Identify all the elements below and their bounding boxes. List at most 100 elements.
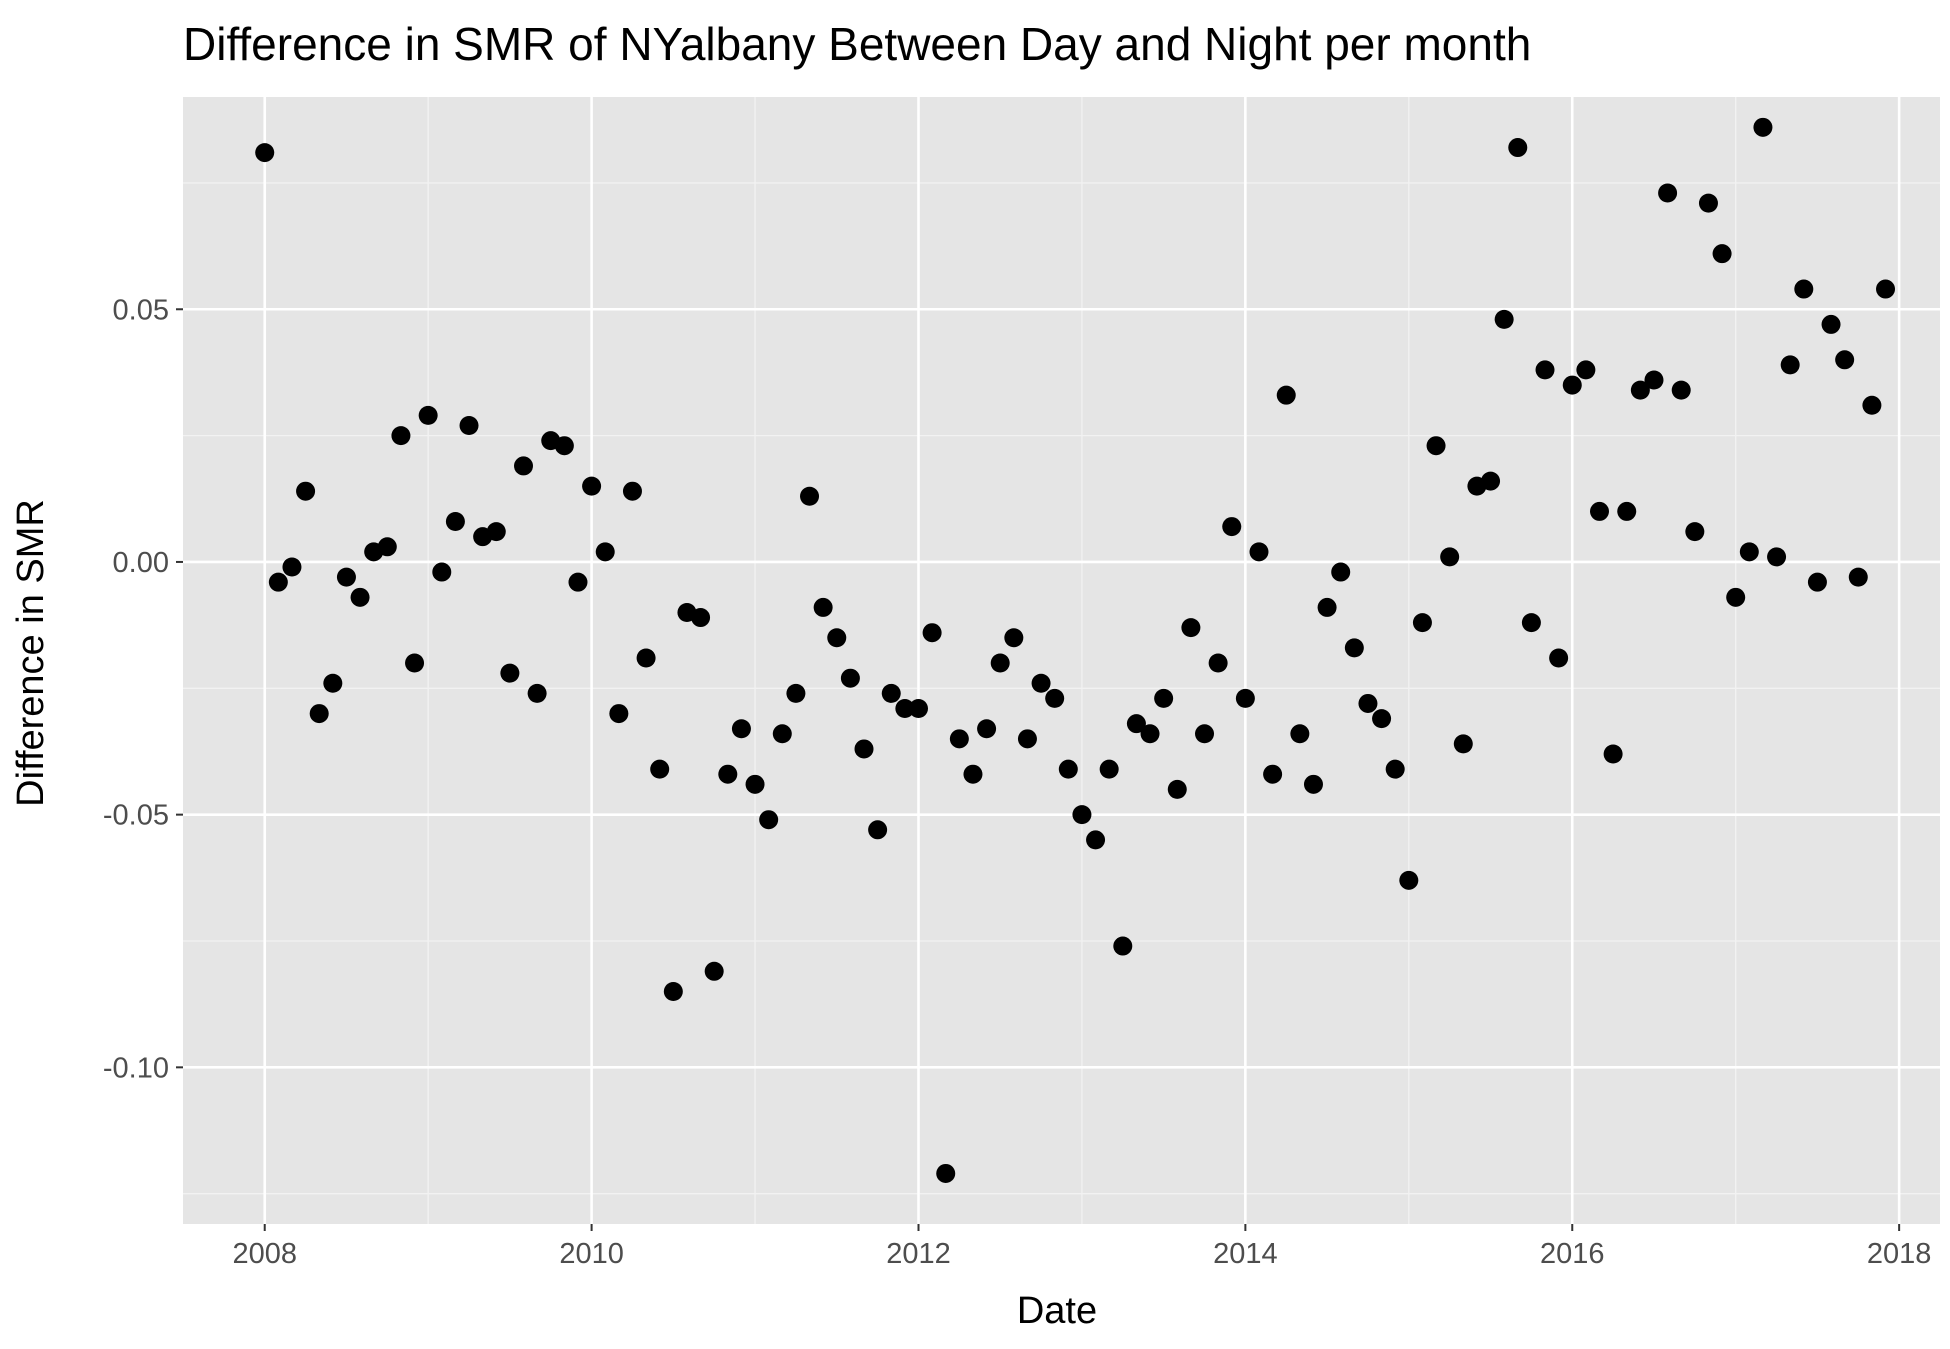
data-point (731, 719, 751, 739)
data-point (1876, 279, 1896, 299)
data-point (1630, 380, 1650, 400)
data-point (1303, 774, 1323, 794)
data-point (1099, 759, 1119, 779)
data-point (1481, 471, 1501, 491)
data-point (514, 456, 534, 476)
x-tick-label: 2016 (1540, 1238, 1605, 1270)
data-point (391, 426, 411, 446)
data-point (1440, 547, 1460, 567)
data-point (800, 486, 820, 506)
data-point (691, 608, 711, 628)
data-point (1726, 587, 1746, 607)
data-point (922, 623, 942, 643)
data-point (296, 481, 316, 501)
x-axis-title: Date (1017, 1290, 1097, 1332)
data-point (1685, 522, 1705, 542)
data-point (1372, 709, 1392, 729)
data-point (718, 764, 738, 784)
plot-panel (183, 97, 1940, 1224)
data-point (881, 683, 901, 703)
data-point (1848, 567, 1868, 587)
data-point (1126, 714, 1146, 734)
data-point (1671, 380, 1691, 400)
data-point (1494, 309, 1514, 329)
data-point (1426, 436, 1446, 456)
minor-gridlines (183, 97, 1940, 1224)
data-point (336, 567, 356, 587)
data-point (1317, 597, 1337, 617)
data-point (1167, 779, 1187, 799)
data-point (582, 476, 602, 496)
data-point (1249, 542, 1269, 562)
data-point (1154, 688, 1174, 708)
data-point (840, 668, 860, 688)
data-point (1412, 613, 1432, 633)
data-point (1004, 628, 1024, 648)
data-point (255, 143, 275, 163)
data-point (1753, 117, 1773, 137)
data-point (527, 683, 547, 703)
data-point (1780, 355, 1800, 375)
data-point (1399, 870, 1419, 890)
x-tick-label: 2018 (1867, 1238, 1932, 1270)
data-point (1617, 501, 1637, 521)
data-point (1331, 562, 1351, 582)
data-point (1113, 936, 1133, 956)
data-point (432, 562, 452, 582)
data-point (554, 436, 574, 456)
data-point (1535, 360, 1555, 380)
x-tick-label: 2008 (232, 1238, 297, 1270)
data-point (1086, 830, 1106, 850)
data-point (1181, 618, 1201, 638)
data-point (1235, 688, 1255, 708)
data-point (282, 557, 302, 577)
data-point (963, 764, 983, 784)
data-point (650, 759, 670, 779)
y-tick-label: -0.05 (103, 800, 169, 832)
data-point (1862, 395, 1882, 415)
data-point (1739, 542, 1759, 562)
data-point (609, 704, 629, 724)
data-point (854, 739, 874, 759)
data-point (1072, 805, 1092, 825)
data-point (1698, 193, 1718, 213)
data-point (1195, 724, 1215, 744)
data-point (1835, 350, 1855, 370)
data-point (868, 820, 888, 840)
data-point (1358, 693, 1378, 713)
data-point (827, 628, 847, 648)
data-point (1794, 279, 1814, 299)
data-point (1576, 360, 1596, 380)
data-point (908, 699, 928, 719)
data-point (1208, 653, 1228, 673)
data-point (936, 1163, 956, 1183)
data-point (1644, 370, 1664, 390)
data-point (977, 719, 997, 739)
data-point (445, 512, 465, 532)
data-point (1058, 759, 1078, 779)
data-point (568, 572, 588, 592)
data-point (1276, 385, 1296, 405)
data-point (1712, 244, 1732, 264)
data-point (1821, 314, 1841, 334)
data-point (486, 522, 506, 542)
data-point (759, 810, 779, 830)
data-point (663, 982, 683, 1002)
data-point (772, 724, 792, 744)
data-point (1385, 759, 1405, 779)
y-tick-label: 0.05 (113, 294, 169, 326)
data-point (1508, 138, 1528, 158)
data-point (895, 699, 915, 719)
data-point (622, 481, 642, 501)
data-point (786, 683, 806, 703)
data-point (949, 729, 969, 749)
data-point (1140, 724, 1160, 744)
data-point (1521, 613, 1541, 633)
data-point (459, 415, 479, 435)
data-point (405, 653, 425, 673)
data-point (1549, 648, 1569, 668)
data-point (377, 537, 397, 557)
data-point (704, 961, 724, 981)
data-point (813, 597, 833, 617)
